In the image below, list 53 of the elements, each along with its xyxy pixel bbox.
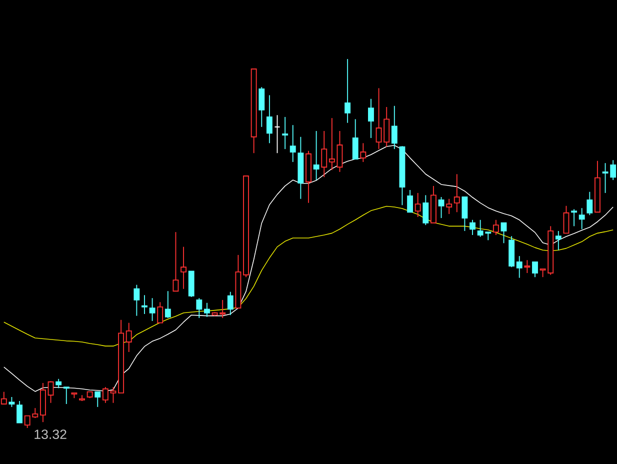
candlestick	[266, 94, 272, 144]
candlestick	[126, 322, 132, 352]
candlestick	[336, 130, 343, 172]
candlestick	[164, 290, 171, 319]
candlestick	[157, 302, 164, 324]
candlestick	[328, 118, 335, 171]
candlestick	[282, 116, 288, 150]
candlestick	[258, 86, 265, 128]
candlestick	[586, 191, 593, 216]
candlestick	[56, 378, 62, 389]
candlestick	[492, 219, 499, 236]
candlestick	[274, 114, 280, 154]
candlestick	[470, 219, 476, 236]
candlestick	[220, 299, 226, 319]
text: 13.32	[34, 430, 66, 440]
candlestick	[500, 222, 507, 244]
candlestick	[414, 192, 421, 218]
candlestick	[290, 124, 296, 162]
candlestick	[172, 232, 179, 292]
candlestick	[571, 208, 578, 227]
candlestick	[8, 396, 15, 408]
candlestick	[524, 260, 530, 274]
candlestick	[438, 196, 444, 219]
candlestick	[16, 400, 22, 424]
candlestick	[204, 302, 210, 318]
candlestick	[391, 105, 398, 150]
candlestick	[110, 386, 116, 404]
candlestick	[578, 208, 585, 230]
candlestick	[149, 298, 156, 322]
candlestick	[360, 142, 366, 162]
candlestick	[344, 58, 351, 124]
candlestick	[321, 130, 328, 178]
candlestick	[422, 194, 429, 226]
candlestick	[313, 130, 320, 181]
candlestick	[532, 261, 538, 278]
candlestick	[368, 98, 374, 138]
candlestick	[407, 190, 413, 213]
candlestick	[196, 298, 202, 319]
candlestick	[516, 256, 522, 278]
candlestick	[94, 391, 101, 408]
candlestick	[134, 284, 140, 316]
candlestick	[563, 205, 570, 234]
candlestick	[454, 174, 460, 213]
candlestick	[48, 380, 54, 404]
candlestick	[462, 196, 468, 232]
candlestick	[180, 246, 187, 290]
candlestick	[102, 386, 108, 404]
candlestick	[63, 386, 70, 404]
candlestick	[227, 291, 234, 316]
candlestick	[352, 118, 358, 160]
candlestick	[555, 230, 562, 251]
candlestick	[142, 294, 148, 314]
candlestick	[446, 198, 452, 214]
